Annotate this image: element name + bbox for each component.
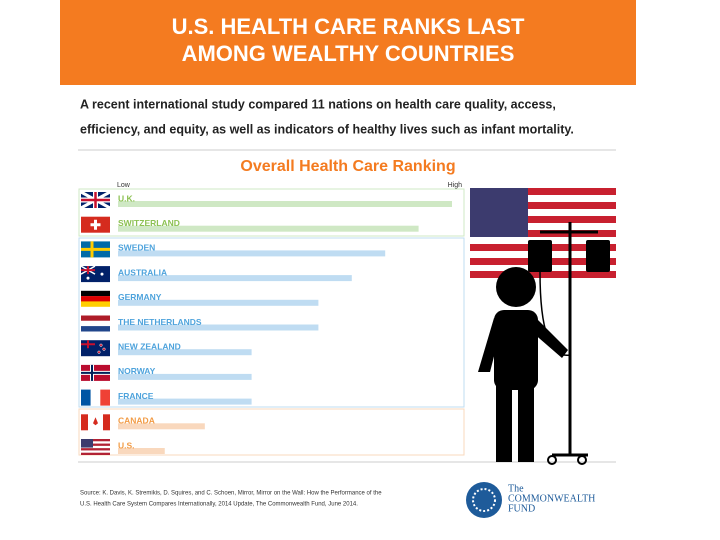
bar — [118, 398, 252, 405]
flag — [81, 364, 110, 381]
flag — [81, 315, 110, 321]
flag — [81, 439, 93, 448]
flag — [81, 452, 110, 455]
bar — [118, 250, 386, 257]
category-label: THE NETHERLANDS — [118, 317, 202, 327]
flag-icon — [81, 216, 110, 233]
logo-text: The — [508, 483, 524, 494]
bar — [118, 225, 419, 232]
flag-icon — [80, 190, 111, 210]
source-text: U.S. Health Care System Compares Interna… — [80, 502, 358, 508]
group-box — [78, 188, 465, 237]
flag — [81, 389, 91, 406]
flag — [81, 443, 110, 446]
flag — [81, 340, 110, 357]
category-label: NEW ZEALAND — [118, 341, 181, 351]
category-label: SWITZERLAND — [118, 218, 180, 228]
category-label: U.S. — [118, 440, 135, 450]
group-box — [78, 237, 465, 408]
flag — [90, 389, 101, 406]
bar — [118, 299, 319, 306]
intro-text: A recent international study compared 11… — [80, 97, 556, 111]
header-band — [60, 0, 636, 85]
flag-icon — [81, 389, 110, 406]
flag — [81, 326, 110, 332]
flag-icon — [81, 290, 110, 307]
flag — [81, 414, 88, 431]
bar — [118, 423, 205, 430]
flag — [81, 266, 95, 275]
flag-icon — [81, 414, 110, 431]
flag — [99, 343, 103, 347]
flag — [100, 389, 110, 406]
category-label: GERMANY — [118, 292, 162, 302]
flag — [103, 414, 110, 431]
category-label: NORWAY — [118, 366, 156, 376]
flag — [81, 320, 110, 327]
source-text: Source: K. Davis, K. Stremikis, D. Squir… — [80, 491, 382, 497]
category-label: AUSTRALIA — [118, 267, 167, 277]
group-box — [78, 408, 465, 456]
flag — [90, 219, 101, 230]
patient-illustration — [478, 222, 610, 465]
flag — [81, 192, 110, 208]
scale-low: Low — [117, 182, 131, 189]
flag-icon — [81, 241, 110, 258]
logo-text: COMMONWEALTH — [508, 493, 595, 504]
chart-title: Overall Health Care Ranking — [240, 158, 455, 175]
flag — [81, 340, 95, 349]
headline: AMONG WEALTHY COUNTRIES — [182, 41, 515, 66]
flag — [81, 296, 110, 302]
bar — [118, 373, 252, 380]
flag — [86, 276, 90, 280]
bar — [118, 349, 252, 356]
category-label: SWEDEN — [118, 243, 155, 253]
flag-icon — [81, 439, 110, 455]
bar — [118, 324, 319, 331]
logo-emblem — [472, 488, 496, 512]
flag — [81, 448, 110, 451]
flag — [81, 241, 110, 258]
flag — [100, 272, 104, 276]
bar — [118, 201, 452, 207]
headline: U.S. HEALTH CARE RANKS LAST — [172, 14, 525, 39]
flag — [81, 290, 110, 297]
bar — [118, 275, 352, 282]
category-label: U.K. — [118, 193, 135, 203]
flag-icon — [81, 315, 110, 332]
flag — [93, 417, 98, 426]
category-label: FRANCE — [118, 391, 154, 401]
flag — [81, 301, 110, 307]
flag — [97, 350, 101, 354]
logo-emblem — [466, 482, 502, 518]
category-label: CANADA — [118, 416, 155, 426]
flag — [81, 439, 110, 442]
flag — [102, 347, 106, 351]
intro-text: efficiency, and equity, as well as indic… — [80, 122, 574, 136]
flag-icon — [81, 364, 110, 381]
bar — [118, 448, 165, 454]
flag-icon — [81, 340, 110, 357]
logo-text: FUND — [508, 503, 535, 514]
flag-icon — [80, 265, 110, 283]
scale-high: High — [448, 182, 463, 189]
